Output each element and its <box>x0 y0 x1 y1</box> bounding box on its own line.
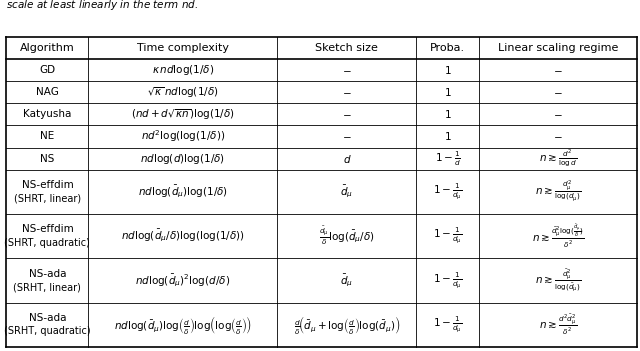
Text: $nd\log(\bar{d}_\mu)^2\log(d/\delta)$: $nd\log(\bar{d}_\mu)^2\log(d/\delta)$ <box>135 272 230 289</box>
Text: $1$: $1$ <box>444 131 451 143</box>
Text: GD: GD <box>39 65 56 75</box>
Text: (SRHT, linear): (SRHT, linear) <box>13 282 81 292</box>
Text: $\sqrt{\kappa}\, nd\log(1/\delta)$: $\sqrt{\kappa}\, nd\log(1/\delta)$ <box>147 85 219 100</box>
Text: NS-ada: NS-ada <box>29 313 66 323</box>
Text: NS-effdim: NS-effdim <box>22 180 73 190</box>
Text: $d$: $d$ <box>342 153 351 165</box>
Text: $1$: $1$ <box>444 86 451 98</box>
Text: $-$: $-$ <box>553 65 563 75</box>
Text: $1$: $1$ <box>444 108 451 120</box>
Text: (SHRT, quadratic): (SHRT, quadratic) <box>4 238 90 248</box>
Text: $-$: $-$ <box>342 65 351 75</box>
Text: Sketch size: Sketch size <box>316 43 378 53</box>
Text: $1 - \frac{1}{d_\mu}$: $1 - \frac{1}{d_\mu}$ <box>433 226 462 246</box>
Text: NS-ada: NS-ada <box>29 269 66 279</box>
Text: $nd\log(\bar{d}_\mu)\log(1/\delta)$: $nd\log(\bar{d}_\mu)\log(1/\delta)$ <box>138 184 228 200</box>
Text: NS: NS <box>40 154 54 164</box>
Text: Algorithm: Algorithm <box>20 43 75 53</box>
Text: $\bar{d}_\mu$: $\bar{d}_\mu$ <box>340 184 353 200</box>
Text: $\bar{d}_\mu$: $\bar{d}_\mu$ <box>340 272 353 289</box>
Text: NS-effdim: NS-effdim <box>22 224 73 234</box>
Text: NAG: NAG <box>36 87 59 97</box>
Text: $1 - \frac{1}{d_\mu}$: $1 - \frac{1}{d_\mu}$ <box>433 270 462 291</box>
Text: Katyusha: Katyusha <box>23 110 72 119</box>
Text: Time complexity: Time complexity <box>137 43 229 53</box>
Text: $1 - \frac{1}{d}$: $1 - \frac{1}{d}$ <box>435 150 461 168</box>
Text: Linear scaling regime: Linear scaling regime <box>498 43 618 53</box>
Text: $n \gtrsim \frac{\bar{d}^2_\mu \log(\frac{\bar{d}_\mu}{\delta})}{\delta^2}$: $n \gtrsim \frac{\bar{d}^2_\mu \log(\fra… <box>532 223 584 250</box>
Text: $n \gtrsim \frac{d^2\bar{d}^2_\mu}{\delta^2}$: $n \gtrsim \frac{d^2\bar{d}^2_\mu}{\delt… <box>539 312 577 337</box>
Text: $(nd + d\sqrt{\kappa n})\log(1/\delta)$: $(nd + d\sqrt{\kappa n})\log(1/\delta)$ <box>131 107 235 122</box>
Text: $nd\log(d)\log(1/\delta)$: $nd\log(d)\log(1/\delta)$ <box>140 152 225 166</box>
Text: $-$: $-$ <box>342 110 351 119</box>
Text: $n \gtrsim \frac{d^2_\mu}{\log(d_\mu)}$: $n \gtrsim \frac{d^2_\mu}{\log(d_\mu)}$ <box>535 179 581 204</box>
Text: NE: NE <box>40 132 54 141</box>
Text: (SHRT, linear): (SHRT, linear) <box>14 193 81 204</box>
Text: $\frac{d}{\delta}\!\left(\bar{d}_\mu + \log\!\left(\frac{d}{\delta}\right)\log(\: $\frac{d}{\delta}\!\left(\bar{d}_\mu + \… <box>294 314 400 336</box>
Text: $n \gtrsim \frac{d^2}{\log d}$: $n \gtrsim \frac{d^2}{\log d}$ <box>539 148 577 169</box>
Text: $-$: $-$ <box>342 87 351 97</box>
Text: $\kappa\, nd\log(1/\delta)$: $\kappa\, nd\log(1/\delta)$ <box>152 63 214 77</box>
Text: $nd\log(\bar{d}_\mu)\log\!\left(\frac{d}{\delta}\right)\log\!\left(\log\!\left(\: $nd\log(\bar{d}_\mu)\log\!\left(\frac{d}… <box>114 314 252 336</box>
Text: $\frac{\bar{d}_\mu}{\delta}\log(\bar{d}_\mu/\delta)$: $\frac{\bar{d}_\mu}{\delta}\log(\bar{d}_… <box>319 225 375 247</box>
Text: $n \gtrsim \frac{\bar{d}^2_\mu}{\log(\bar{d}_\mu)}$: $n \gtrsim \frac{\bar{d}^2_\mu}{\log(\ba… <box>535 267 581 294</box>
Text: $1$: $1$ <box>444 64 451 76</box>
Text: $-$: $-$ <box>342 132 351 141</box>
Text: $1 - \frac{1}{d_\mu}$: $1 - \frac{1}{d_\mu}$ <box>433 314 462 335</box>
Text: $-$: $-$ <box>553 87 563 97</box>
Text: scale at least linearly in the term $nd$.: scale at least linearly in the term $nd$… <box>6 0 198 12</box>
Text: $-$: $-$ <box>553 110 563 119</box>
Text: $nd\log(\bar{d}_\mu/\delta)\log(\log(1/\delta))$: $nd\log(\bar{d}_\mu/\delta)\log(\log(1/\… <box>121 228 245 244</box>
Text: $nd^2\log(\log(1/\delta))$: $nd^2\log(\log(1/\delta))$ <box>141 128 225 144</box>
Text: $1 - \frac{1}{d_\mu}$: $1 - \frac{1}{d_\mu}$ <box>433 181 462 202</box>
Text: Proba.: Proba. <box>430 43 465 53</box>
Text: $-$: $-$ <box>553 132 563 141</box>
Text: (SRHT, quadratic): (SRHT, quadratic) <box>4 326 91 336</box>
